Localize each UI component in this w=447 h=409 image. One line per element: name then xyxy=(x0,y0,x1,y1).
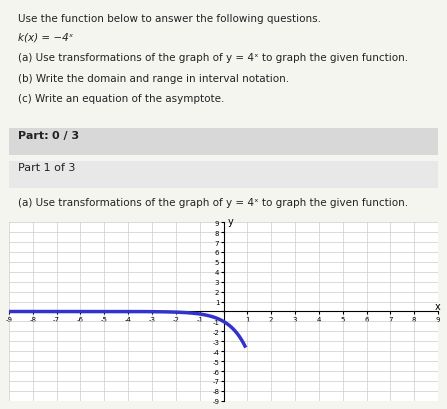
Text: (a) Use transformations of the graph of y = 4ˣ to graph the given function.: (a) Use transformations of the graph of … xyxy=(17,198,408,208)
Text: Use the function below to answer the following questions.: Use the function below to answer the fol… xyxy=(17,14,320,24)
Text: k(x) = −4ˣ: k(x) = −4ˣ xyxy=(17,33,73,43)
Text: x: x xyxy=(435,301,441,311)
Text: (c) Write an equation of the asymptote.: (c) Write an equation of the asymptote. xyxy=(17,94,224,104)
Text: (b) Write the domain and range in interval notation.: (b) Write the domain and range in interv… xyxy=(17,74,289,84)
Text: (a) Use transformations of the graph of y = 4ˣ to graph the given function.: (a) Use transformations of the graph of … xyxy=(17,53,408,63)
Text: Part:: Part: xyxy=(17,130,52,140)
Text: 0 / 3: 0 / 3 xyxy=(52,130,79,140)
Text: Part 1 of 3: Part 1 of 3 xyxy=(17,163,75,173)
Bar xyxy=(9,129,438,156)
Bar xyxy=(9,162,438,189)
Text: y: y xyxy=(228,217,233,227)
